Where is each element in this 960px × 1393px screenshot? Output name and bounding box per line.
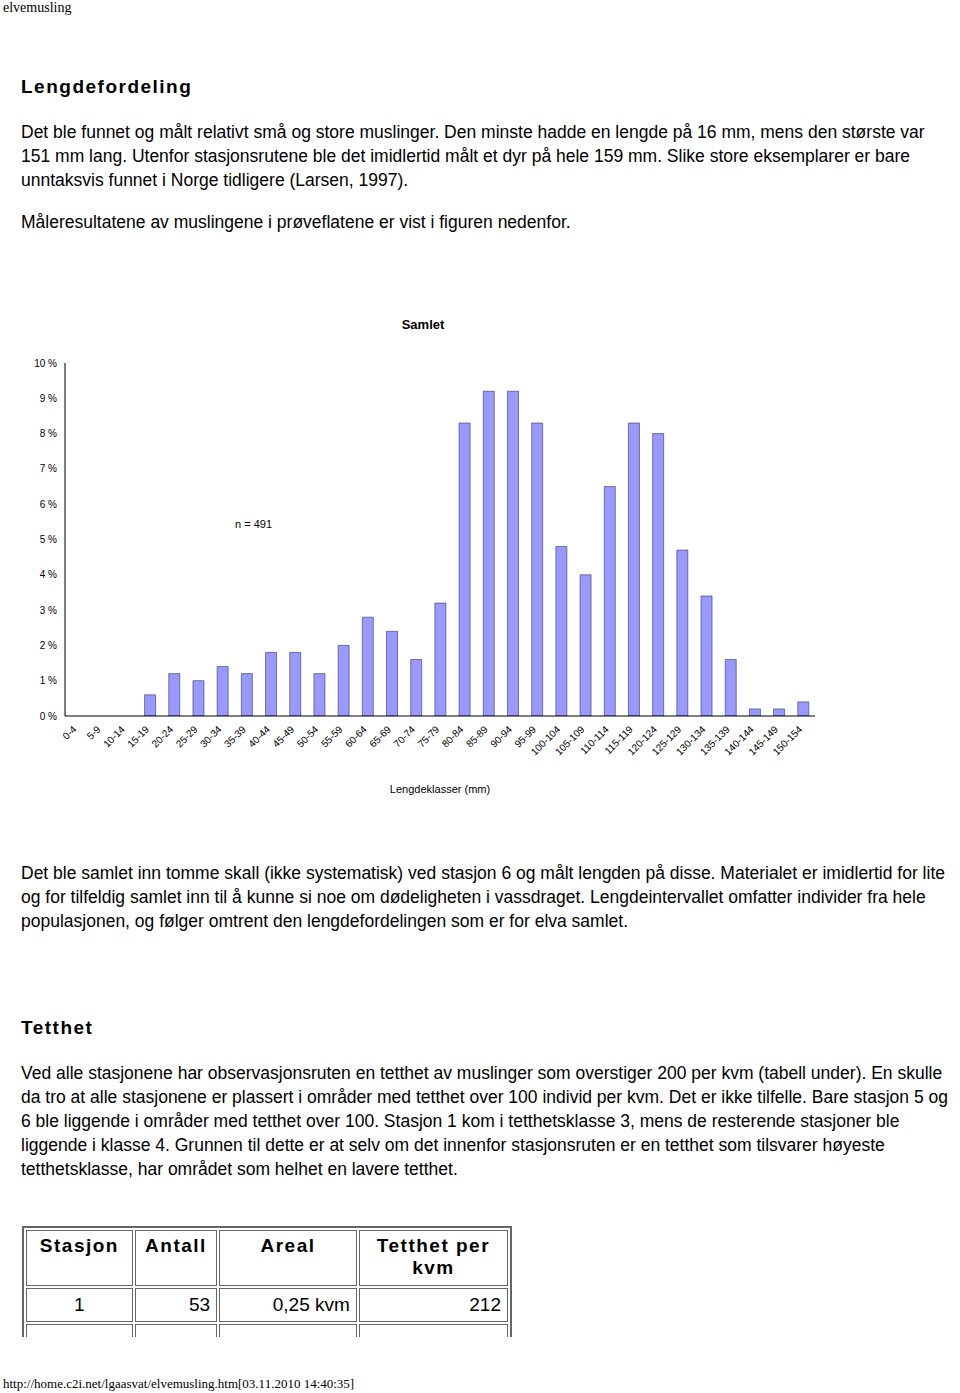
html-text:Ved alle stasjonene har observ: Ved alle stasjonene har observasjonsrute… (21, 1063, 948, 1179)
svg-text:10-14: 10-14 (101, 723, 127, 749)
svg-text:145-149: 145-149 (746, 723, 781, 758)
svg-text:2 %: 2 % (40, 640, 57, 651)
html-text:212: 212 (469, 1294, 501, 1315)
svg-text:20-24: 20-24 (149, 723, 175, 749)
svg-text:100-104: 100-104 (528, 723, 563, 758)
svg-text:110-114: 110-114 (578, 723, 611, 757)
svg-text:90-94: 90-94 (488, 723, 514, 749)
svg-text:95-99: 95-99 (512, 723, 539, 750)
svg-text:50-54: 50-54 (295, 723, 321, 749)
svg-text:25-29: 25-29 (174, 723, 200, 749)
html-text:elvemusling: elvemusling (3, 0, 72, 15)
svg-text:130-134: 130-134 (673, 723, 708, 758)
svg-text:5-9: 5-9 (85, 723, 103, 741)
svg-text:60-64: 60-64 (343, 723, 369, 749)
html-text:Måleresultatene av muslingene: Måleresultatene av muslingene i prøvefla… (21, 212, 571, 232)
svg-text:40-44: 40-44 (246, 723, 272, 749)
svg-text:4 %: 4 % (40, 569, 57, 580)
svg-text:1 %: 1 % (40, 675, 57, 686)
html-text:Antall: Antall (145, 1235, 207, 1256)
svg-text:80-84: 80-84 (440, 723, 466, 749)
svg-text:10 %: 10 % (34, 358, 57, 369)
svg-text:65-69: 65-69 (367, 723, 393, 749)
svg-text:55-59: 55-59 (319, 723, 345, 749)
svg-text:7 %: 7 % (40, 463, 57, 474)
svg-text:150-154: 150-154 (771, 723, 805, 757)
svg-text:70-74: 70-74 (391, 723, 417, 749)
html-text:Det ble funnet og målt relativ: Det ble funnet og målt relativt små og s… (21, 122, 925, 190)
svg-text:75-79: 75-79 (416, 723, 442, 749)
html-text:Stasjon: Stasjon (39, 1235, 119, 1256)
svg-text:9 %: 9 % (40, 393, 57, 404)
svg-text:Lengdeklasser (mm): Lengdeklasser (mm) (390, 783, 490, 795)
svg-text:30-34: 30-34 (198, 723, 224, 749)
html-text:Areal: Areal (260, 1235, 316, 1256)
svg-text:6 %: 6 % (40, 499, 57, 510)
html-text:Det ble samlet inn tomme skall: Det ble samlet inn tomme skall (ikke sys… (21, 863, 945, 931)
html-text:1: 1 (74, 1294, 85, 1315)
svg-text:3 %: 3 % (40, 605, 57, 616)
svg-text:120-124: 120-124 (625, 723, 660, 758)
svg-text:0 %: 0 % (40, 711, 57, 722)
html-text:Samlet: Samlet (401, 317, 445, 332)
html-text:n = 491: n = 491 (235, 518, 272, 530)
svg-text:45-49: 45-49 (270, 723, 296, 749)
html-text:0,25 kvm: 0,25 kvm (272, 1294, 350, 1315)
svg-text:8 %: 8 % (40, 428, 57, 439)
svg-text:5 %: 5 % (40, 534, 57, 545)
svg-text:35-39: 35-39 (222, 723, 248, 749)
html-text:http://home.c2i.net/lgaasvat/e: http://home.c2i.net/lgaasvat/elvemusling… (3, 1376, 355, 1391)
svg-text:85-89: 85-89 (464, 723, 490, 749)
svg-text:0-4: 0-4 (61, 723, 79, 741)
svg-text:140-144: 140-144 (722, 723, 756, 758)
html-text:Tetthet: Tetthet (21, 1017, 94, 1038)
svg-text:125-129: 125-129 (649, 723, 684, 758)
svg-text:115-119: 115-119 (602, 723, 635, 757)
html-text:Tetthet per kvm: Tetthet per kvm (376, 1235, 491, 1278)
svg-text:135-139: 135-139 (698, 723, 732, 758)
html-text:Lengdefordeling: Lengdefordeling (21, 76, 193, 97)
html-text:53: 53 (189, 1294, 211, 1315)
svg-text:105-109: 105-109 (552, 723, 587, 758)
svg-text:15-19: 15-19 (125, 723, 151, 749)
